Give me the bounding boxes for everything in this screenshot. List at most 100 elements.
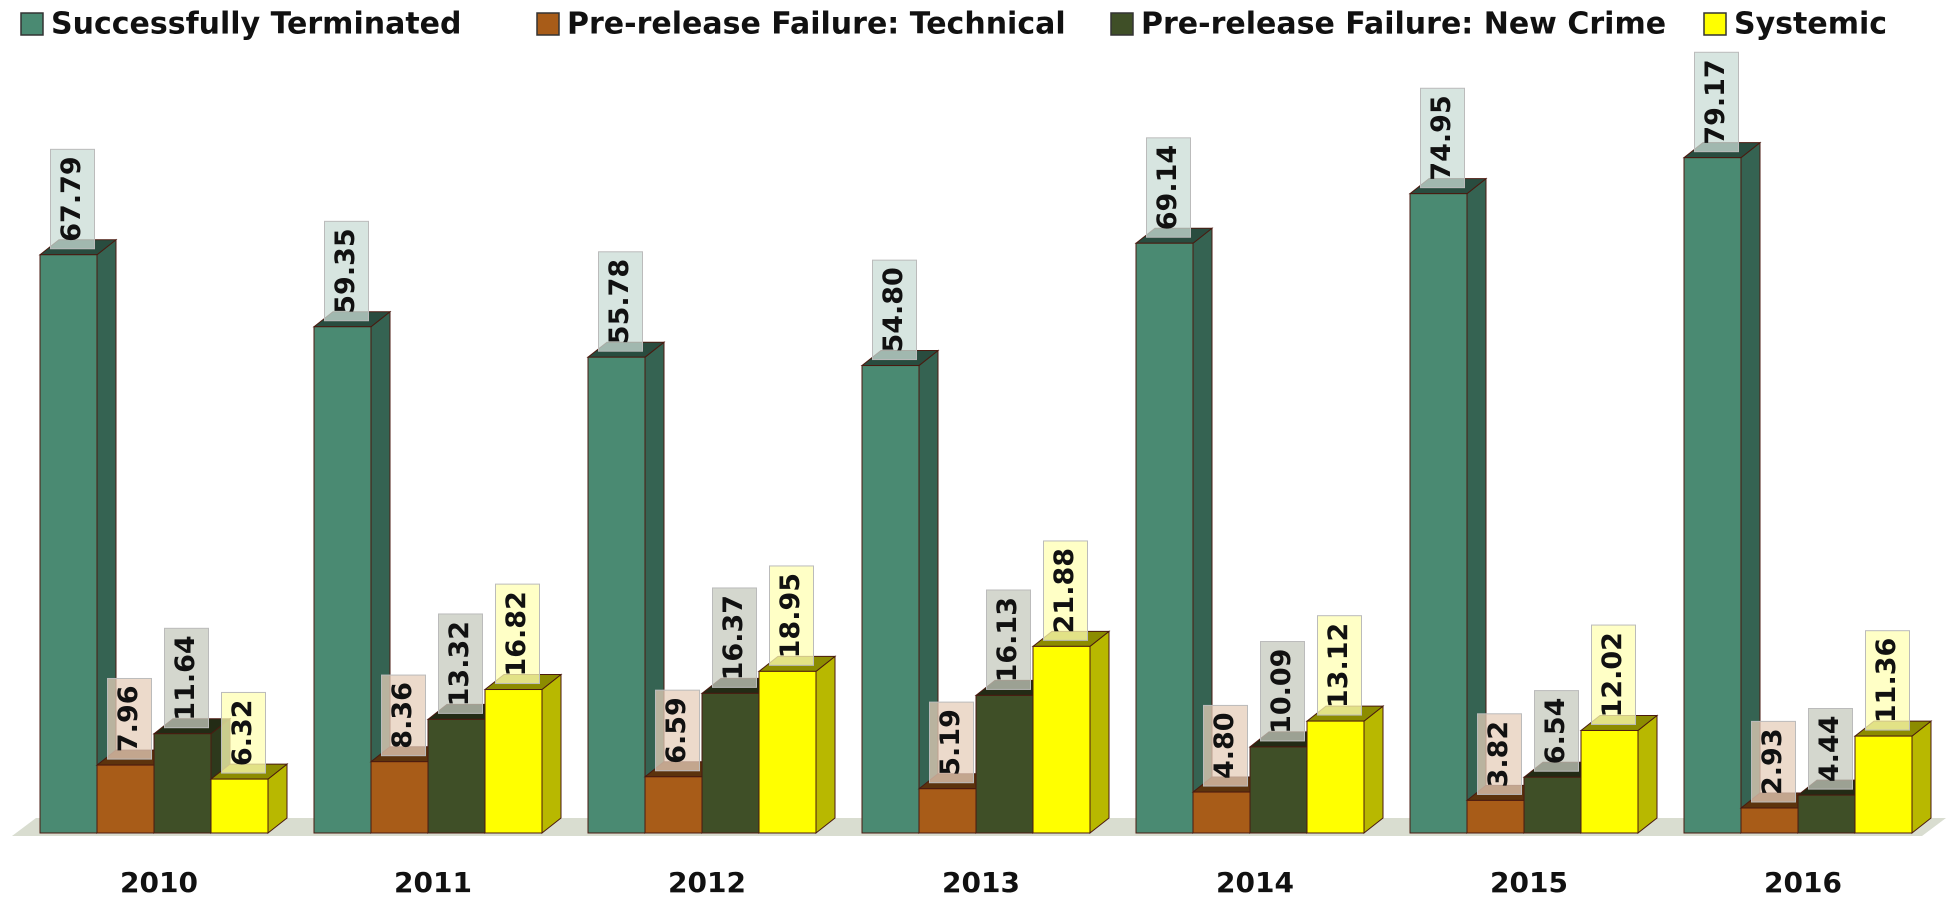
bar [1032, 645, 1091, 834]
value-label-box [986, 589, 1031, 690]
value-label: 16.13 [992, 597, 1023, 682]
value-label-box [1203, 704, 1248, 787]
value-label: 67.79 [56, 156, 87, 241]
bar [701, 692, 760, 834]
bar [1135, 242, 1194, 834]
bar [1797, 794, 1856, 834]
value-label: 13.12 [1323, 623, 1354, 708]
value-label-box [1751, 720, 1796, 803]
bar [861, 365, 920, 834]
bar [96, 764, 155, 834]
bar [644, 776, 703, 834]
value-label-box [872, 259, 917, 361]
value-label: 10.09 [1266, 649, 1297, 734]
x-tick-label: 2015 [1490, 866, 1568, 898]
value-label-box [50, 148, 95, 250]
bar [1580, 729, 1639, 834]
x-tick-label: 2011 [394, 866, 472, 898]
bar [1409, 193, 1468, 834]
bar [1740, 807, 1799, 834]
value-label-box [1694, 51, 1739, 153]
bar [484, 689, 543, 834]
x-tick-label: 2013 [942, 866, 1020, 898]
value-label-box [1477, 713, 1522, 795]
value-label-box [221, 691, 266, 774]
x-tick-label: 2016 [1764, 866, 1842, 898]
value-label: 12.02 [1597, 632, 1628, 717]
value-label-box [495, 583, 540, 685]
value-label: 55.78 [604, 259, 635, 344]
bar [370, 761, 429, 834]
value-label-box [1146, 137, 1191, 238]
bar [39, 254, 98, 834]
value-label-box [655, 689, 700, 772]
value-label: 4.44 [1814, 716, 1845, 783]
bar [1466, 799, 1525, 834]
bar [975, 694, 1034, 834]
value-label: 4.80 [1209, 712, 1240, 779]
value-label-box [1591, 624, 1636, 725]
bar-side [1363, 705, 1384, 835]
value-label: 6.59 [661, 697, 692, 764]
value-label: 69.14 [1152, 145, 1183, 230]
value-label-box [1534, 690, 1579, 772]
bar [1854, 735, 1913, 834]
value-label-box [1865, 630, 1910, 731]
bar [1523, 776, 1582, 834]
value-label: 18.95 [775, 573, 806, 658]
bar [1683, 157, 1742, 834]
legend-swatch [1110, 12, 1134, 36]
bar-side [1911, 720, 1932, 835]
legend-swatch [536, 12, 560, 36]
value-label: 5.19 [935, 709, 966, 776]
bar [427, 718, 486, 834]
bar [587, 356, 646, 834]
value-label-box [381, 674, 426, 757]
value-label: 6.54 [1540, 698, 1571, 765]
legend-label: Pre-release Failure: New Crime [1141, 7, 1666, 42]
x-tick-label: 2010 [120, 866, 198, 898]
value-label: 79.17 [1700, 59, 1731, 144]
bar-side [1089, 630, 1110, 835]
value-label: 7.96 [113, 685, 144, 752]
legend-swatch [20, 12, 44, 36]
value-label: 16.82 [501, 591, 532, 676]
bar [313, 326, 372, 834]
bar [758, 670, 817, 834]
value-label: 11.64 [170, 635, 201, 720]
value-label-box [1043, 540, 1088, 641]
value-label-box [1420, 87, 1465, 189]
bar [1192, 791, 1251, 834]
value-label-box [107, 677, 152, 760]
legend-swatch [1703, 12, 1727, 36]
value-label: 2.93 [1757, 728, 1788, 795]
bar [1249, 746, 1308, 834]
value-label: 3.82 [1483, 721, 1514, 788]
value-label-box [438, 613, 483, 714]
x-tick-label: 2012 [668, 866, 746, 898]
value-label-box [324, 220, 369, 322]
value-label-box [712, 587, 757, 688]
bar [1306, 720, 1365, 834]
value-label-box [769, 565, 814, 666]
value-label: 59.35 [330, 228, 361, 313]
value-label: 13.32 [444, 621, 475, 706]
value-label: 6.32 [227, 699, 258, 766]
bar [918, 788, 977, 834]
bar [153, 733, 212, 834]
value-label: 21.88 [1049, 548, 1080, 633]
bar-side [1637, 714, 1658, 835]
legend-label: Successfully Terminated [51, 7, 462, 42]
bar [210, 778, 269, 834]
value-label-box [598, 251, 643, 352]
value-label: 54.80 [878, 267, 909, 352]
bar-side [815, 655, 836, 835]
value-label: 11.36 [1871, 638, 1902, 723]
value-label-box [929, 701, 974, 784]
x-tick-label: 2014 [1216, 866, 1294, 898]
value-label: 16.37 [718, 595, 749, 680]
value-label-box [164, 627, 209, 729]
value-label-box [1808, 708, 1853, 790]
legend-label: Systemic [1734, 7, 1887, 42]
